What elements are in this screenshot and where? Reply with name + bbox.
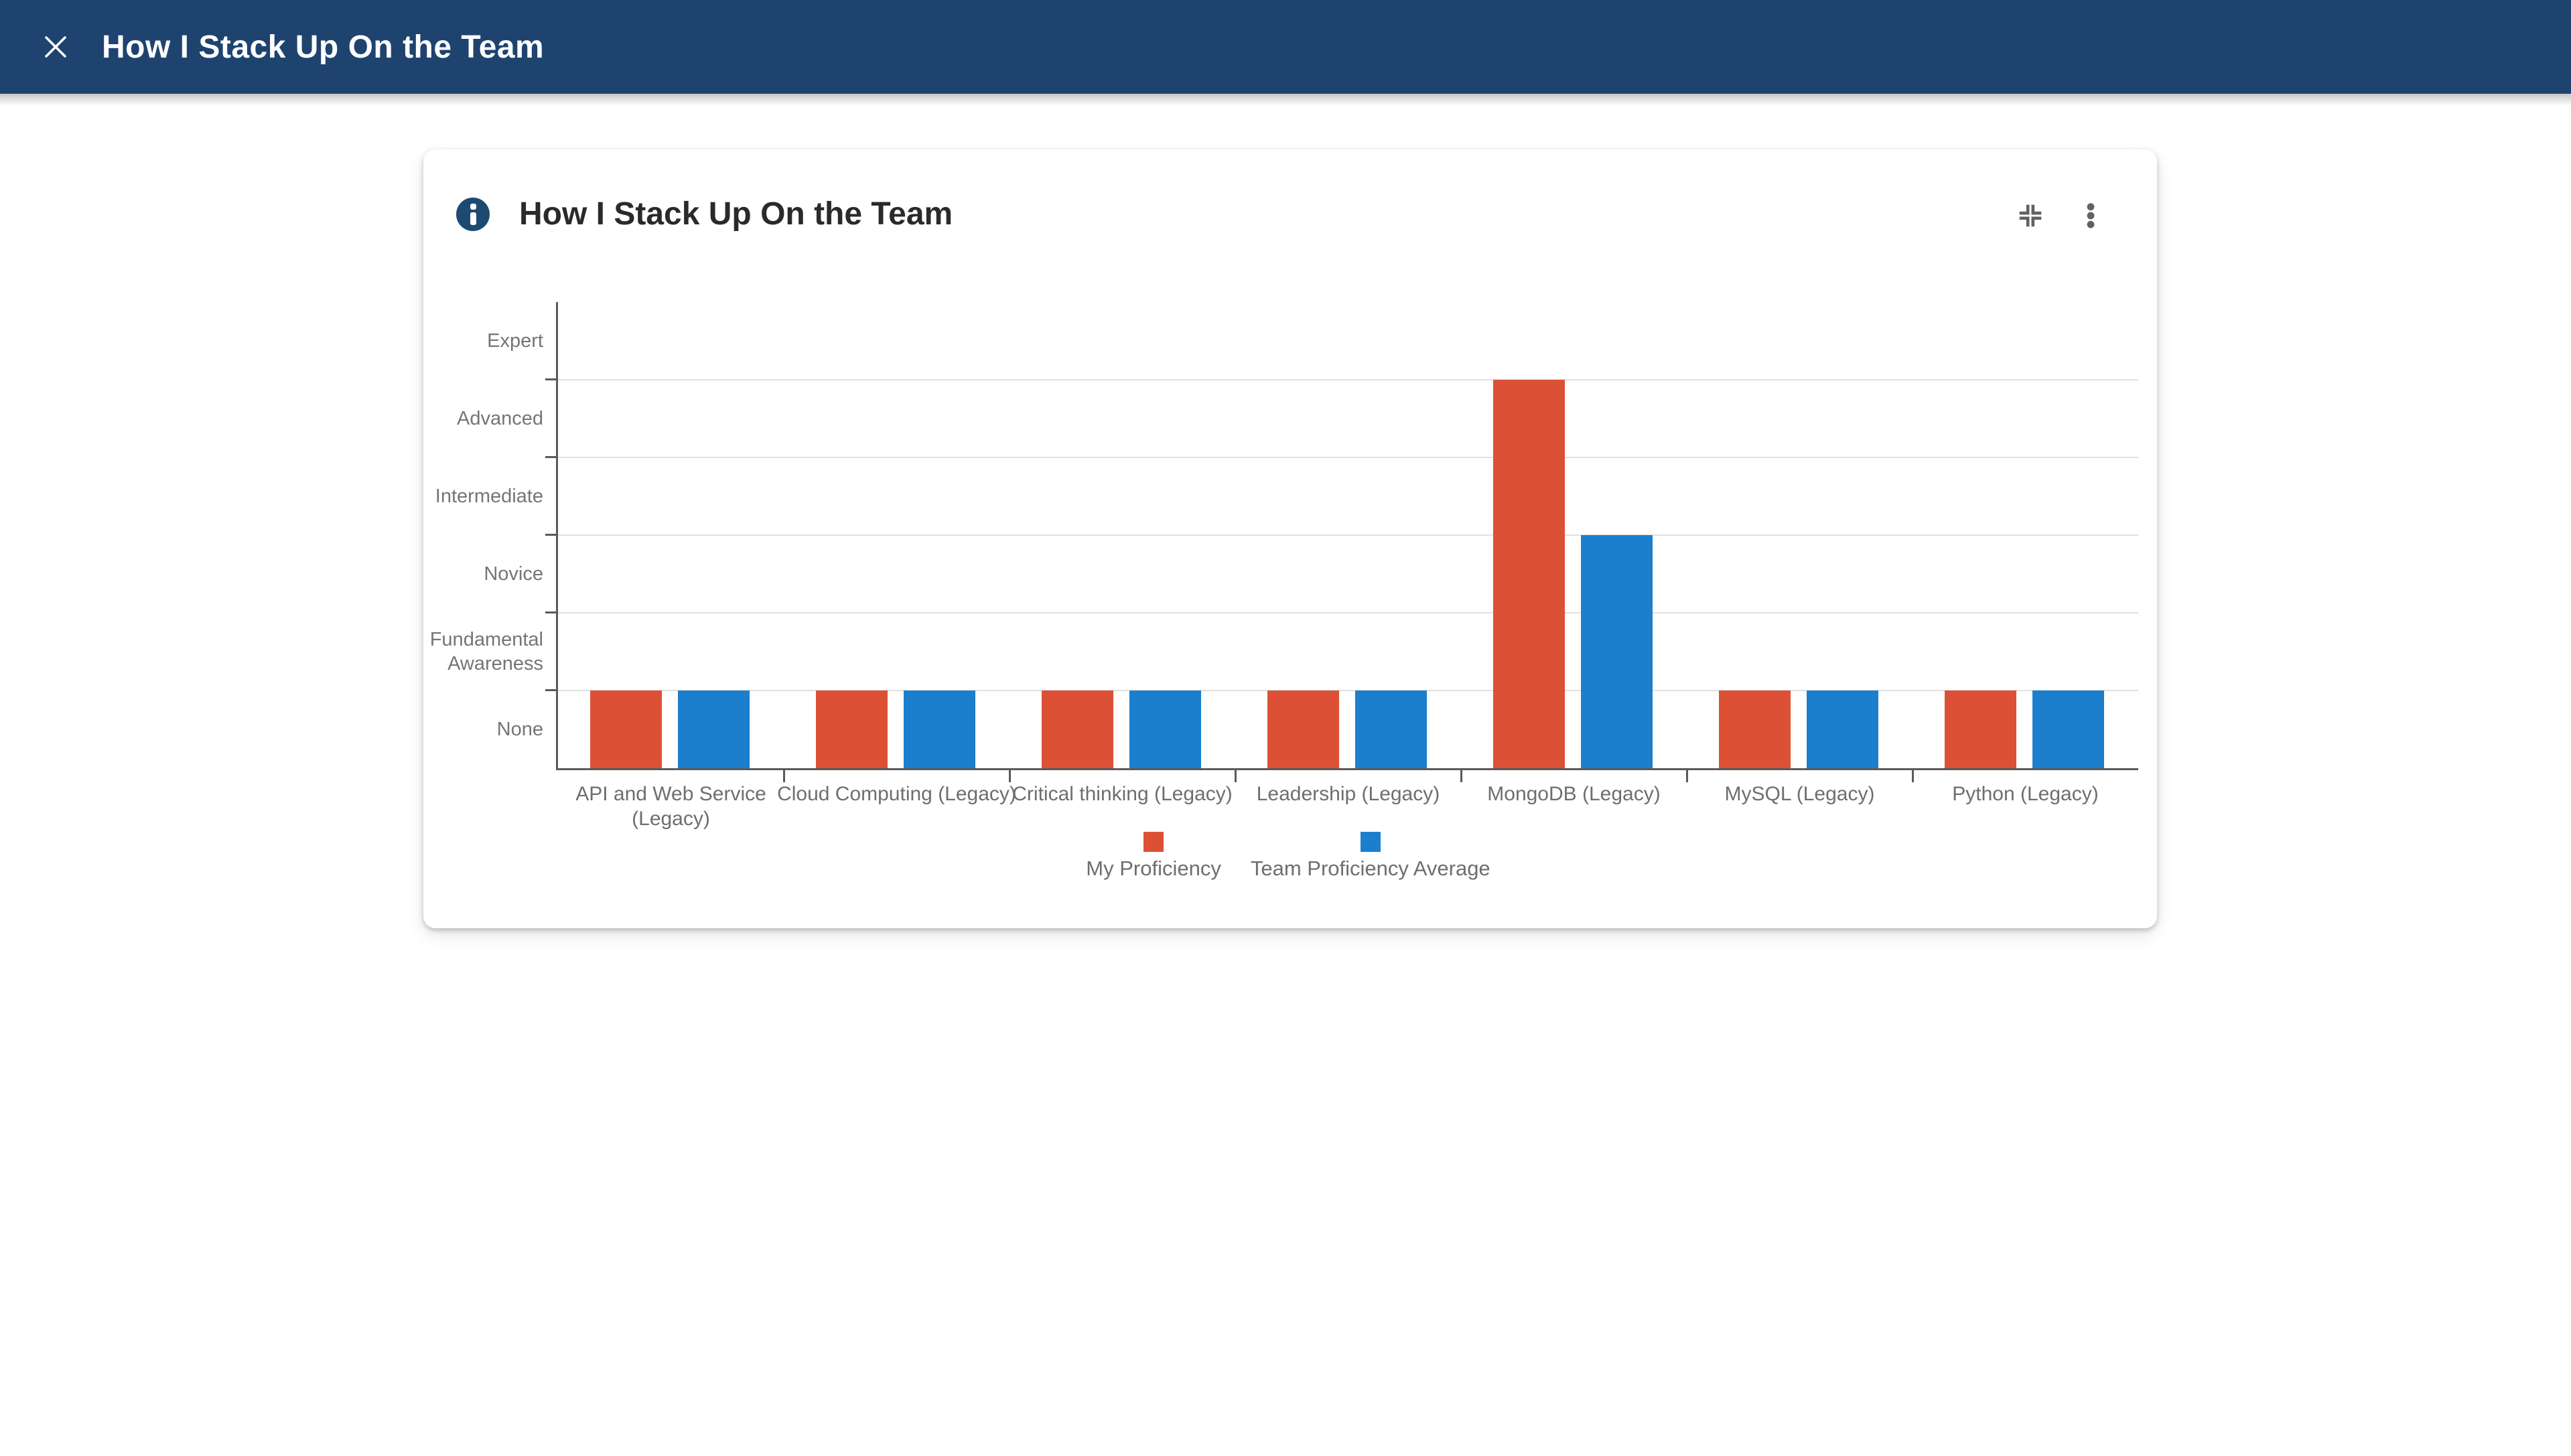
x-axis-label-python-legacy: Python (Legacy) bbox=[1952, 783, 2099, 805]
x-axis-label-critical-thinking-legacy: Critical thinking (Legacy) bbox=[1012, 783, 1233, 805]
bar-team-proficiency-average-python-legacy[interactable] bbox=[2032, 690, 2104, 768]
collapse-icon bbox=[2019, 204, 2042, 227]
bar-my-proficiency-mongodb-legacy[interactable] bbox=[1493, 380, 1565, 768]
gridline bbox=[558, 612, 2138, 613]
y-axis-line bbox=[556, 302, 558, 770]
app-bar: How I Stack Up On the Team bbox=[0, 0, 2571, 94]
x-axis-tick bbox=[1686, 770, 1688, 782]
info-icon[interactable] bbox=[456, 198, 490, 231]
x-axis-label-api-and-web-service-legacy: API and Web Service (Legacy) bbox=[575, 783, 766, 830]
legend-swatch-team-proficiency-average bbox=[1360, 832, 1381, 852]
bar-my-proficiency-python-legacy[interactable] bbox=[1945, 690, 2016, 768]
chart-legend: My Proficiency Team Proficiency Average bbox=[953, 832, 1623, 881]
legend-item-team-proficiency-average[interactable]: Team Proficiency Average bbox=[1251, 832, 1490, 881]
y-axis-tick bbox=[545, 611, 556, 613]
app-bar-shadow bbox=[0, 94, 2571, 106]
close-button[interactable] bbox=[39, 30, 72, 64]
bar-team-proficiency-average-api-and-web-service-legacy[interactable] bbox=[678, 690, 750, 768]
x-axis-line bbox=[556, 768, 2138, 770]
x-axis-tick bbox=[1009, 770, 1011, 782]
x-axis-tick bbox=[783, 770, 785, 782]
y-axis-label-intermediate: Intermediate bbox=[435, 486, 543, 507]
bar-my-proficiency-api-and-web-service-legacy[interactable] bbox=[590, 690, 662, 768]
bar-my-proficiency-mysql-legacy[interactable] bbox=[1719, 690, 1791, 768]
x-axis-tick bbox=[1460, 770, 1462, 782]
bar-team-proficiency-average-leadership-legacy[interactable] bbox=[1355, 690, 1427, 768]
bar-my-proficiency-critical-thinking-legacy[interactable] bbox=[1042, 690, 1113, 768]
bar-my-proficiency-cloud-computing-legacy[interactable] bbox=[816, 690, 888, 768]
collapse-button[interactable] bbox=[2014, 199, 2047, 232]
app-bar-title: How I Stack Up On the Team bbox=[102, 29, 545, 65]
bar-my-proficiency-leadership-legacy[interactable] bbox=[1267, 690, 1339, 768]
y-axis-label-expert: Expert bbox=[487, 330, 543, 352]
gridline bbox=[558, 534, 2138, 536]
x-axis-label-mysql-legacy: MySQL (Legacy) bbox=[1724, 783, 1875, 805]
y-axis-tick bbox=[545, 378, 556, 380]
x-axis-tick bbox=[1235, 770, 1237, 782]
bar-team-proficiency-average-mongodb-legacy[interactable] bbox=[1581, 535, 1653, 768]
info-icon-dot bbox=[470, 204, 476, 210]
y-axis-label-novice: Novice bbox=[484, 563, 543, 585]
x-axis-label-mongodb-legacy: MongoDB (Legacy) bbox=[1487, 783, 1661, 805]
y-axis-label-advanced: Advanced bbox=[457, 408, 543, 429]
bar-chart-plot: None Fundamental Awareness Novice Intermedi… bbox=[430, 302, 2138, 830]
y-axis-label-none: None bbox=[496, 719, 543, 740]
bar-team-proficiency-average-cloud-computing-legacy[interactable] bbox=[904, 690, 975, 768]
y-axis-label-fundamental-awareness: Fundamental Awareness bbox=[429, 629, 543, 674]
legend-item-my-proficiency[interactable]: My Proficiency bbox=[1086, 832, 1221, 881]
x-axis-label-leadership-legacy: Leadership (Legacy) bbox=[1256, 783, 1440, 805]
kebab-menu-icon bbox=[2087, 203, 2095, 228]
close-icon bbox=[45, 36, 66, 58]
gridline bbox=[558, 690, 2138, 691]
kebab-menu-button[interactable] bbox=[2074, 199, 2107, 232]
card-title: How I Stack Up On the Team bbox=[519, 196, 953, 232]
chart-card: How I Stack Up On the Team None Fundament… bbox=[423, 149, 2157, 928]
y-axis-tick bbox=[545, 456, 556, 458]
gridline bbox=[558, 379, 2138, 380]
gridline bbox=[558, 457, 2138, 458]
legend-label: My Proficiency bbox=[1086, 857, 1221, 880]
legend-swatch-my-proficiency bbox=[1143, 832, 1164, 852]
x-axis-tick bbox=[1912, 770, 1914, 782]
x-axis-label-cloud-computing-legacy: Cloud Computing (Legacy) bbox=[777, 783, 1016, 805]
legend-label: Team Proficiency Average bbox=[1250, 857, 1490, 880]
y-axis-tick bbox=[545, 689, 556, 691]
y-axis-tick bbox=[545, 534, 556, 536]
info-icon-stem bbox=[470, 212, 476, 225]
bar-team-proficiency-average-mysql-legacy[interactable] bbox=[1807, 690, 1878, 768]
bar-team-proficiency-average-critical-thinking-legacy[interactable] bbox=[1129, 690, 1201, 768]
